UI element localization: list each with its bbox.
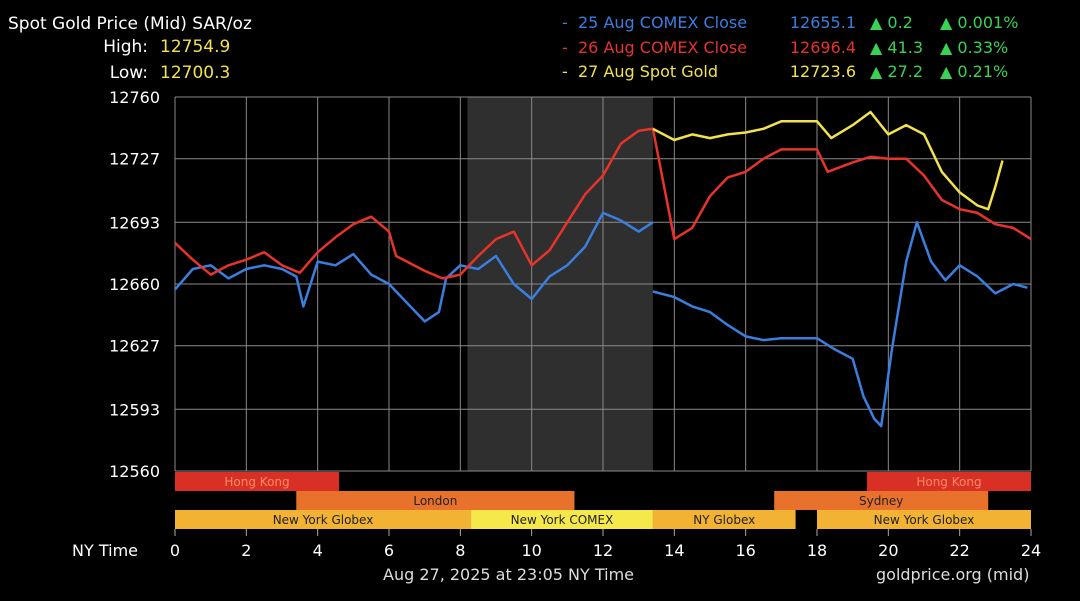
x-tick-label: 20 [878,541,898,560]
legend-change: ▲ 41.3 [870,38,924,57]
legend-value: 12696.4 [789,38,856,57]
legend-pct: ▲ 0.33% [940,38,1009,57]
legend-dash: - [562,38,568,57]
y-tick-label: 12560 [109,462,160,481]
session-label: NY Globex [693,513,755,527]
low-value: 12700.3 [160,63,231,83]
legend-name: 26 Aug COMEX Close [578,38,748,57]
source-credit: goldprice.org (mid) [876,565,1030,584]
session-bar [774,491,989,510]
x-tick-label: 10 [521,541,541,560]
legend-pct: ▲ 0.21% [940,62,1009,81]
session-label: Hong Kong [916,475,981,489]
series-line [652,221,1028,428]
session-label: New York COMEX [511,513,614,527]
session-bar [471,510,653,529]
x-tick-label: 8 [455,541,465,560]
x-tick-label: 18 [807,541,827,560]
x-tick-label: 0 [170,541,180,560]
legend-dash: - [562,62,568,81]
x-tick-label: 12 [593,541,613,560]
x-tick-label: 4 [313,541,323,560]
session-label: New York Globex [273,513,374,527]
x-tick-label: 2 [241,541,251,560]
session-bar [175,472,340,491]
series-line [174,127,1032,280]
session-label: Sydney [859,494,903,508]
session-label: Hong Kong [224,475,289,489]
legend-item: -27 Aug Spot Gold 12723.6 ▲ 27.2 ▲ 0.21% [562,62,1030,81]
legend-name: 27 Aug Spot Gold [578,62,719,81]
session-bar [817,510,1031,529]
legend-value: 12655.1 [789,13,856,32]
session-bar [175,510,472,529]
y-tick-label: 12760 [109,88,160,107]
y-tick-label: 12593 [109,400,160,419]
series-line [174,211,654,323]
legend-dash: - [562,13,568,32]
x-axis-label: NY Time [72,541,138,560]
session-bar [296,491,575,510]
y-tick-label: 12627 [109,337,160,356]
x-tick-label: 16 [735,541,755,560]
session-bar [652,510,796,529]
x-tick-label: 6 [384,541,394,560]
legend-value: 12723.6 [789,62,856,81]
legend-change: ▲ 27.2 [870,62,924,81]
x-tick-label: 14 [664,541,684,560]
legend-change: ▲ 0.2 [870,13,913,32]
high-value: 12754.9 [160,37,231,57]
legend-name: 25 Aug COMEX Close [578,13,748,32]
x-tick-label: 22 [949,541,969,560]
session-label: New York Globex [874,513,975,527]
legend-item: -25 Aug COMEX Close 12655.1 ▲ 0.2 ▲ 0.001% [562,13,1030,32]
y-tick-label: 12660 [109,275,160,294]
session-bar [866,472,1031,491]
legend-pct: ▲ 0.001% [940,13,1019,32]
low-label: Low: [109,63,148,83]
session-label: London [413,494,457,508]
y-tick-label: 12693 [109,213,160,232]
high-label: High: [103,37,148,57]
series-line [652,110,1004,211]
y-tick-label: 12727 [109,150,160,169]
x-tick-label: 24 [1021,541,1041,560]
chart-title: Spot Gold Price (Mid) SAR/oz [8,14,252,34]
legend-item: -26 Aug COMEX Close 12696.4 ▲ 41.3 ▲ 0.33% [562,38,1030,57]
timestamp: Aug 27, 2025 at 23:05 NY Time [383,565,635,584]
